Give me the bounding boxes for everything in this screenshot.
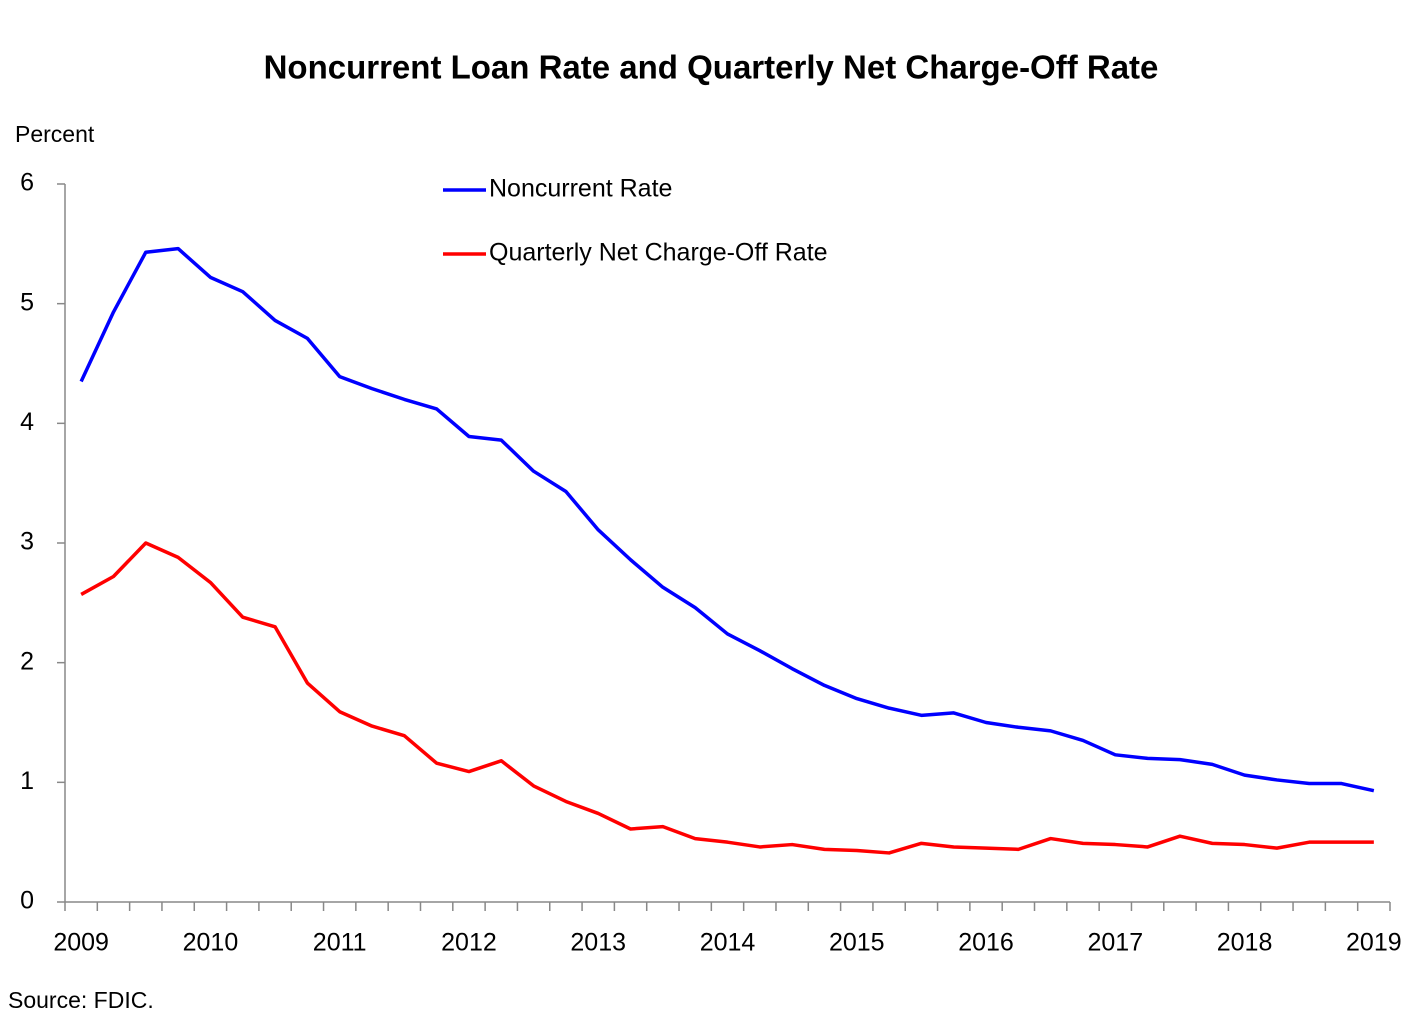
y-tick-label: 0: [20, 887, 34, 915]
y-axis-label: Percent: [15, 121, 95, 147]
x-tick-label: 2013: [570, 929, 626, 957]
y-tick-label: 3: [20, 528, 34, 556]
y-tick-label: 2: [20, 647, 34, 675]
y-tick-label: 6: [20, 169, 34, 197]
y-tick-label: 4: [20, 408, 34, 436]
x-tick-label: 2011: [313, 929, 367, 957]
legend-label: Noncurrent Rate: [489, 175, 672, 203]
x-tick-label: 2018: [1217, 929, 1273, 957]
x-tick-label: 2012: [441, 929, 497, 957]
y-tick-label: 1: [20, 767, 34, 795]
chart-title: Noncurrent Loan Rate and Quarterly Net C…: [264, 49, 1159, 86]
legend-label: Quarterly Net Charge-Off Rate: [489, 239, 828, 267]
x-tick-label: 2010: [183, 929, 239, 957]
x-tick-label: 2017: [1087, 929, 1143, 957]
line-series: [79, 246, 1375, 793]
x-tick-label: 2014: [700, 929, 756, 957]
line-series: [80, 541, 1374, 855]
y-tick-label: 5: [20, 288, 34, 316]
x-tick-label: 2016: [958, 929, 1014, 957]
source-note: Source: FDIC.: [8, 987, 154, 1013]
x-tick-label: 2015: [829, 929, 885, 957]
x-tick-label: 2019: [1346, 929, 1402, 957]
x-tick-label: 2009: [53, 929, 109, 957]
